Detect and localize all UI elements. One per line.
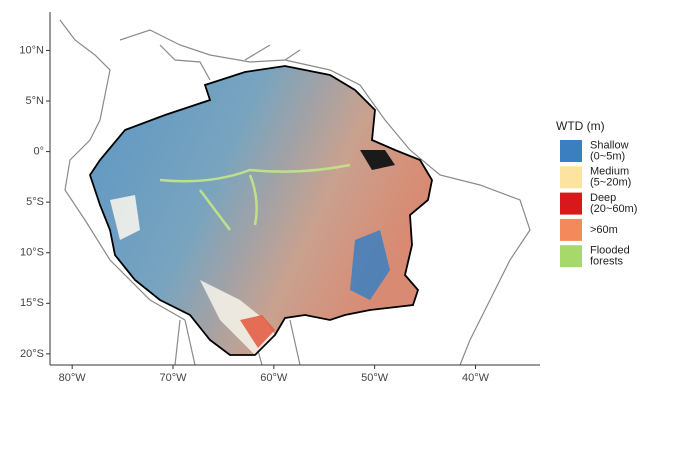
legend-label: Medium [590,166,629,178]
x-tick-label: 40°W [462,372,490,384]
y-tick-label: 5°S [26,196,44,208]
x-tick-label: 70°W [159,372,187,384]
x-tick-label: 80°W [59,372,87,384]
water-table-depth [90,66,432,355]
legend-swatch [560,245,582,268]
borders-north [159,44,301,81]
basin-map [89,65,433,356]
legend-label: Flooded [590,245,630,257]
estuary [360,150,395,170]
deep-area [240,315,275,348]
shallow-area [350,230,390,300]
legend-label: forests [590,256,624,268]
andes-gap [110,195,140,240]
legend-swatch [560,218,582,241]
legend-title: WTD (m) [556,119,605,133]
legend-label: (5~20m) [590,177,631,189]
x-tick-label: 60°W [260,372,288,384]
y-tick-label: 10°N [19,44,44,56]
y-tick-label: 10°S [20,247,44,259]
y-tick-label: 15°S [20,297,44,309]
basin-outline [89,65,433,356]
west-coast [59,19,196,366]
y-tick-label: 5°N [26,95,45,107]
legend-label: (0~5m) [590,150,625,162]
legend-swatch [560,140,582,162]
legend-label: >60m [590,224,618,236]
north-east-coast [119,29,531,366]
x-tick-label: 50°W [361,372,389,384]
legend-label: Deep [590,192,616,204]
y-tick-label: 0° [33,145,44,157]
y-tick-label: 20°S [20,348,44,360]
legend-swatch [560,166,582,189]
legend-label: (20~60m) [590,203,637,215]
river-network [159,163,351,231]
legend-label: Shallow [590,139,629,151]
legend-swatch [560,192,582,215]
